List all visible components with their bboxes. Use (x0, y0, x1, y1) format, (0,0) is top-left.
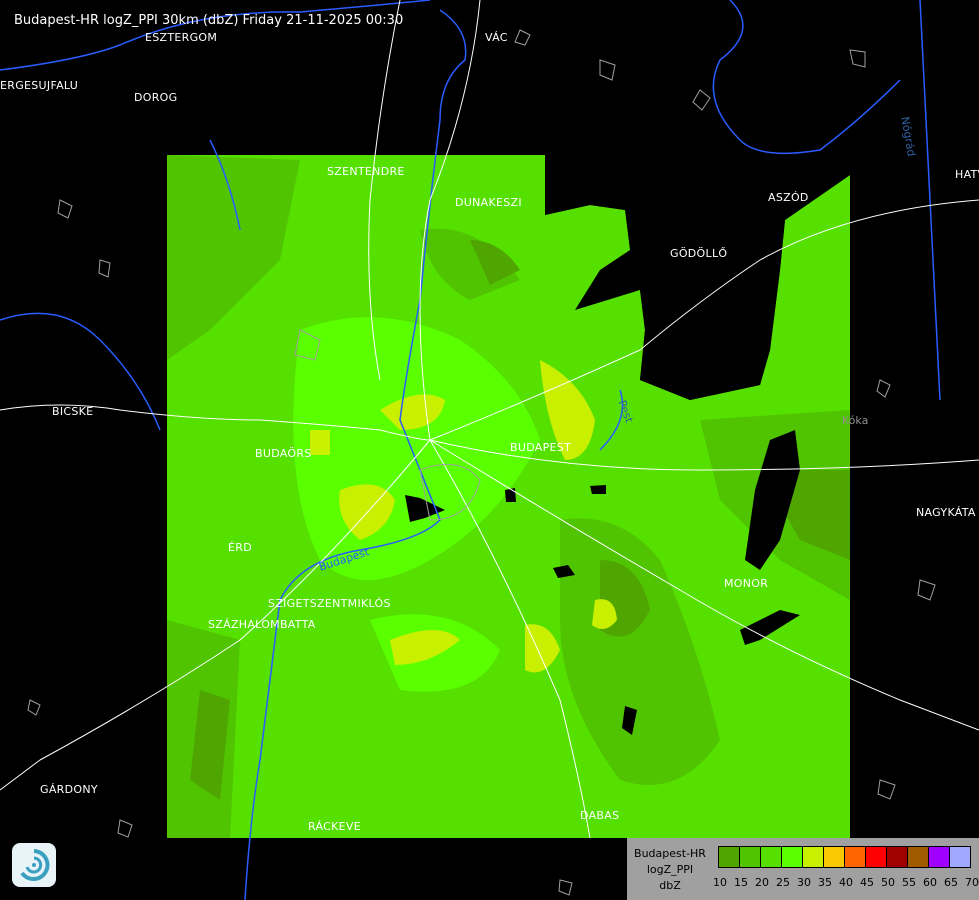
legend-tick-label: 50 (881, 876, 895, 889)
legend-tick-label: 60 (923, 876, 937, 889)
legend-swatch (761, 847, 782, 867)
legend-tick-label: 40 (839, 876, 853, 889)
town-label: GÁRDONY (40, 783, 98, 796)
town-label: NAGYKÁTA (916, 506, 976, 519)
echo-strong (310, 360, 617, 673)
road (429, 439, 979, 731)
legend-swatch (782, 847, 803, 867)
legend-tick-label: 10 (713, 876, 727, 889)
legend-tick-label: 35 (818, 876, 832, 889)
town-label: ASZÓD (768, 191, 809, 204)
legend-swatch (719, 847, 740, 867)
town-label: SZENTENDRE (327, 165, 405, 178)
echo-weak (167, 155, 850, 838)
town-label: DABAS (580, 809, 620, 822)
map-title: Budapest-HR logZ_PPI 30km (dbZ) Friday 2… (14, 13, 404, 28)
settlement-outlines (27, 29, 936, 896)
town-label: MONOR (724, 577, 769, 590)
road (0, 404, 431, 441)
town-label: HATV (955, 168, 979, 181)
legend-color-bar (718, 846, 971, 868)
legend-tick-label: 30 (797, 876, 811, 889)
color-legend: Budapest-HR logZ_PPI dbZ 10 15 20 25 30 35 40 4… (627, 838, 979, 900)
stream (0, 0, 901, 451)
label-koka: Kóka (842, 414, 869, 427)
legend-swatch (803, 847, 824, 867)
roads (0, 0, 979, 839)
legend-tick-label: 70 (965, 876, 979, 889)
legend-tick-label: 25 (776, 876, 790, 889)
legend-tick-label: 20 (755, 876, 769, 889)
legend-swatch (866, 847, 887, 867)
road (419, 0, 481, 441)
logo (12, 843, 56, 887)
legend-swatch (887, 847, 908, 867)
town-label: ERGESUJFALU (0, 79, 79, 92)
town-label: BUDAPEST (510, 441, 572, 454)
legend-tick-label: 55 (902, 876, 916, 889)
legend-unit: dbZ (659, 879, 681, 892)
no-echo-area (545, 155, 850, 400)
town-label: BUDAÖRS (255, 447, 312, 460)
road (368, 0, 401, 381)
town-label: ÉRD (228, 541, 252, 554)
road (429, 439, 979, 471)
legend-product: logZ_PPI (646, 863, 694, 876)
legend-swatch (824, 847, 845, 867)
town-label: SZÁZHALOMBATTA (208, 618, 316, 631)
swirl-logo-icon (20, 849, 50, 881)
legend-tick-label: 15 (734, 876, 748, 889)
river-zagyva (919, 0, 941, 401)
rivers (0, 0, 941, 900)
legend-swatch (950, 847, 970, 867)
danube-river (0, 0, 467, 900)
town-label: SZIGETSZENTMIKLÓS (268, 597, 391, 610)
radar-echo-layer (167, 155, 850, 838)
legend-radar-name: Budapest-HR (634, 847, 706, 860)
town-label: DUNAKESZI (455, 196, 522, 209)
town-label: RÁCKEVE (308, 820, 361, 833)
road (429, 199, 979, 441)
town-label: DOROG (134, 91, 178, 104)
road (429, 439, 591, 839)
road (0, 439, 431, 791)
no-echo-area (405, 430, 800, 735)
town-label: ESZTERGOM (145, 31, 218, 44)
town-label: GÖDÖLLŐ (670, 247, 728, 260)
legend-swatch (845, 847, 866, 867)
town-label: VÁC (485, 31, 508, 44)
legend-tick-label: 65 (944, 876, 958, 889)
legend-swatch (908, 847, 929, 867)
legend-tick-label: 45 (860, 876, 874, 889)
town-label: BICSKE (52, 405, 94, 418)
legend-swatch (929, 847, 950, 867)
legend-swatch (740, 847, 761, 867)
